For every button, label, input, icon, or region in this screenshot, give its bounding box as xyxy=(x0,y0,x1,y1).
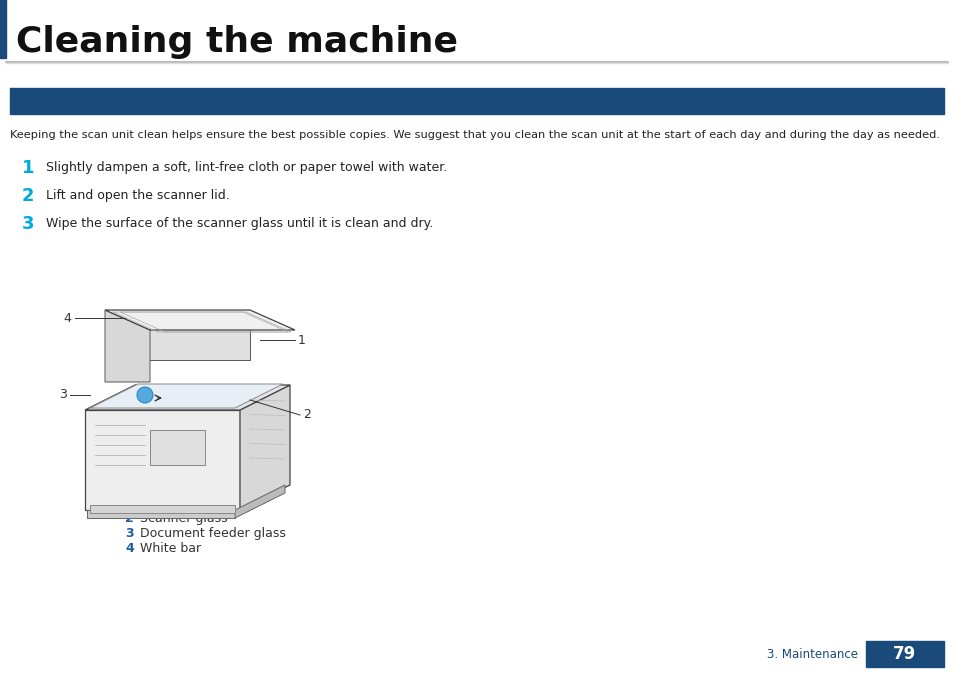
Text: Slightly dampen a soft, lint-free cloth or paper towel with water.: Slightly dampen a soft, lint-free cloth … xyxy=(46,161,447,175)
Polygon shape xyxy=(105,310,150,382)
Bar xyxy=(85,410,240,510)
Bar xyxy=(865,641,943,667)
Text: 2: 2 xyxy=(303,408,311,421)
Text: Scanner lid: Scanner lid xyxy=(140,497,211,510)
Text: 3: 3 xyxy=(125,527,133,540)
Polygon shape xyxy=(234,485,285,518)
Text: 2: 2 xyxy=(22,187,34,205)
Text: Keeping the scan unit clean helps ensure the best possible copies. We suggest th: Keeping the scan unit clean helps ensure… xyxy=(10,130,939,140)
Text: 3: 3 xyxy=(59,389,67,402)
Circle shape xyxy=(137,387,152,403)
Text: 3: 3 xyxy=(22,215,34,233)
Bar xyxy=(150,430,205,465)
Text: 1: 1 xyxy=(22,159,34,177)
Polygon shape xyxy=(240,385,290,510)
Text: 79: 79 xyxy=(892,645,916,663)
Text: Wipe the surface of the scanner glass until it is clean and dry.: Wipe the surface of the scanner glass un… xyxy=(46,217,433,230)
Text: Document feeder glass: Document feeder glass xyxy=(140,527,286,540)
Text: Cleaning the scan unit: Cleaning the scan unit xyxy=(18,94,193,108)
Text: 4: 4 xyxy=(63,311,71,325)
Bar xyxy=(90,505,234,513)
Polygon shape xyxy=(105,310,250,360)
Text: Scanner glass: Scanner glass xyxy=(140,512,228,525)
Polygon shape xyxy=(105,310,294,330)
Text: 4: 4 xyxy=(125,542,133,555)
Bar xyxy=(0,0,6,58)
Text: White bar: White bar xyxy=(140,542,201,555)
Polygon shape xyxy=(85,385,290,410)
Bar xyxy=(87,510,234,518)
Bar xyxy=(10,88,943,114)
Text: Lift and open the scanner lid.: Lift and open the scanner lid. xyxy=(46,190,230,202)
Text: 2: 2 xyxy=(125,512,133,525)
Text: 3. Maintenance: 3. Maintenance xyxy=(766,649,857,662)
Polygon shape xyxy=(90,384,283,408)
Text: Cleaning the machine: Cleaning the machine xyxy=(16,25,457,59)
Text: 1: 1 xyxy=(125,497,133,510)
Text: 1: 1 xyxy=(297,333,306,346)
